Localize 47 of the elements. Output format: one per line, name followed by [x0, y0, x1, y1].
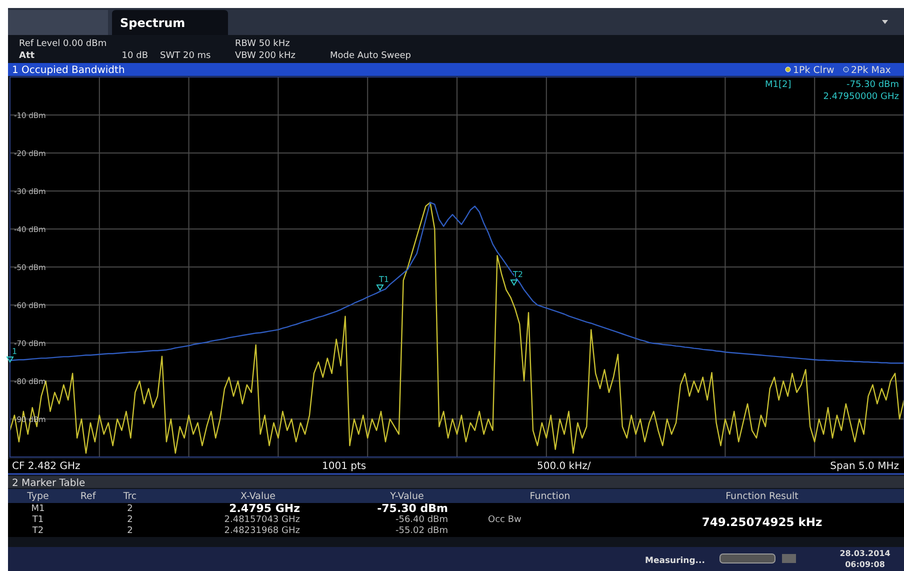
text: -75.30 dBm	[377, 502, 448, 515]
text: Measuring...	[645, 556, 705, 566]
text: M1	[31, 504, 45, 514]
text: T2	[31, 526, 44, 536]
text: -55.02 dBm	[395, 526, 448, 536]
text: 2	[127, 504, 133, 514]
text: Type	[26, 491, 50, 502]
annotation: T2	[512, 270, 523, 279]
text: 2	[127, 515, 133, 525]
text: 749.25074925 kHz	[702, 515, 822, 529]
text: Function	[530, 491, 570, 502]
text: Ref	[80, 491, 96, 502]
text: Trc	[122, 491, 137, 502]
text: Function Result	[726, 491, 799, 502]
annotation: T1	[378, 275, 389, 284]
text: T1	[31, 515, 44, 525]
text: -56.40 dBm	[395, 515, 448, 525]
text: 2.48157043 GHz	[224, 515, 300, 525]
chart-title: 1 Occupied Bandwidth	[12, 65, 125, 76]
text: Spectrum	[120, 16, 186, 30]
text: 2	[127, 526, 133, 536]
text: 2.48231968 GHz	[224, 526, 300, 536]
annotation: 1	[12, 347, 18, 356]
annotation: M1[2]	[765, 80, 792, 90]
text: SWT 20 ms	[160, 51, 212, 61]
text: 10 dB	[122, 51, 148, 61]
text: 2 Marker Table	[12, 478, 86, 489]
text: Span 5.0 MHz	[830, 461, 899, 472]
text: 28.03.2014	[840, 549, 891, 558]
text: Occ Bw	[488, 515, 522, 525]
annotation: 2.47950000 GHz	[823, 92, 900, 102]
text: Mode Auto Sweep	[330, 51, 412, 61]
text: Y-Value	[389, 491, 424, 502]
text: 06:09:08	[845, 560, 886, 569]
annotation: -75.30 dBm	[846, 80, 899, 90]
text: Att	[19, 51, 36, 61]
text: 1001 pts	[322, 461, 366, 472]
text: 500.0 kHz/	[537, 461, 592, 472]
text: 2.4795 GHz	[229, 502, 300, 515]
text: VBW 200 kHz	[235, 51, 296, 61]
text: CF 2.482 GHz	[12, 461, 80, 472]
line-series	[9, 202, 904, 454]
text: Ref Level 0.00 dBm	[19, 39, 107, 49]
text: RBW 50 kHz	[235, 39, 290, 49]
legend-label: 2Pk Max	[851, 65, 892, 76]
text: X-Value	[240, 491, 276, 502]
legend-label: 1Pk Clrw	[793, 65, 834, 76]
